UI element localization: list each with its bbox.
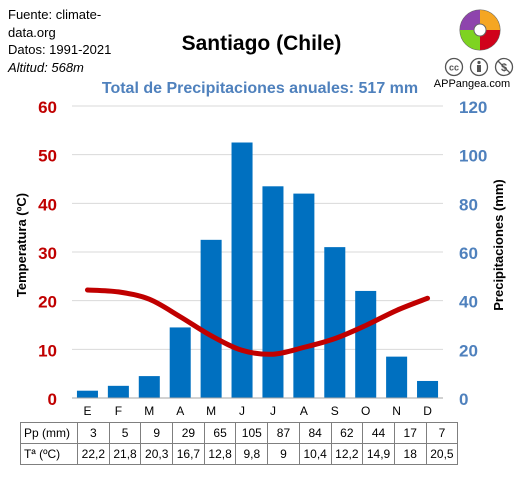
- month-label: A: [176, 404, 184, 418]
- precip-bar: [324, 247, 346, 398]
- table-cell: 17: [393, 422, 427, 444]
- left-tick-label: 10: [38, 341, 57, 360]
- table-cell: 18: [393, 443, 427, 465]
- left-axis-label: Temperatura (ºC): [14, 193, 29, 297]
- table-cell: 87: [267, 422, 300, 444]
- right-tick-label: 80: [459, 195, 478, 214]
- table-cell: 44: [362, 422, 395, 444]
- month-label: J: [270, 404, 276, 418]
- table-row: Tª (ºC) 22,2 21,8 20,3 16,7 12,8 9,8 9 10,4 12,2…: [20, 443, 459, 465]
- table-cell: 14,9: [362, 443, 395, 465]
- table-row: Pp (mm) 3 5 9 29 65 105 87 84 62 44 17 7: [20, 422, 459, 444]
- left-tick-label: 60: [38, 98, 57, 117]
- table-cell: 3: [77, 422, 110, 444]
- table-cell: 105: [235, 422, 269, 444]
- table-cell: 65: [203, 422, 237, 444]
- chart-subtitle: Total de Precipitaciones anuales: 517 mm: [101, 80, 419, 97]
- precip-bar: [293, 193, 315, 398]
- altitude: Altitud: 568m: [8, 59, 84, 75]
- brand-site: APPangea.com: [433, 78, 511, 90]
- cc-icon: cc: [444, 57, 464, 77]
- precip-bar: [107, 385, 129, 398]
- precip-bar: [386, 356, 408, 398]
- month-label: N: [392, 404, 401, 418]
- left-axis-ticks: 0 10 20 30 40 50 60: [38, 98, 57, 409]
- table-cell: 12,8: [203, 443, 237, 465]
- left-tick-label: 30: [38, 244, 57, 263]
- puzzle-globe-icon: [459, 9, 501, 51]
- data-period: Datos: 1991-2021: [8, 42, 112, 57]
- table-cell: 20,5: [425, 443, 459, 465]
- month-label: M: [144, 404, 154, 418]
- right-tick-label: 40: [459, 293, 478, 312]
- table-cell: 9,8: [235, 443, 269, 465]
- month-label: O: [361, 404, 370, 418]
- precip-bar: [76, 390, 98, 398]
- month-label: A: [300, 404, 308, 418]
- license-badges: cc $: [444, 57, 514, 77]
- attribution-icon: [469, 57, 489, 77]
- table-cell: 21,8: [108, 443, 142, 465]
- precip-bar: [138, 376, 160, 398]
- month-label: D: [423, 404, 432, 418]
- table-cell: 9: [267, 443, 300, 465]
- source-line: Fuente: climate-data.org: [8, 7, 102, 40]
- right-tick-label: 100: [459, 147, 487, 166]
- table-cell: 62: [330, 422, 364, 444]
- table-cell: 12,2: [330, 443, 364, 465]
- table-cell: 84: [298, 422, 332, 444]
- precip-bar: [200, 239, 222, 398]
- right-axis-label: Precipitaciones (mm): [491, 179, 506, 311]
- temperature-line: [84, 287, 431, 357]
- right-tick-label: 0: [459, 390, 468, 409]
- svg-text:cc: cc: [449, 63, 459, 73]
- right-tick-label: 20: [459, 341, 478, 360]
- precip-bar: [417, 380, 439, 398]
- month-label: M: [206, 404, 216, 418]
- month-label: F: [115, 404, 122, 418]
- month-label: S: [331, 404, 339, 418]
- precip-bar: [355, 290, 377, 398]
- month-label: J: [239, 404, 245, 418]
- table-cell: 22,2: [77, 443, 110, 465]
- precip-bar: [169, 327, 191, 398]
- chart-title: Santiago (Chile): [181, 32, 342, 55]
- table-cell: 20,3: [140, 443, 174, 465]
- table-cell: 10,4: [298, 443, 332, 465]
- precipitation-bars: [76, 142, 439, 398]
- table-cell: 7: [425, 422, 459, 444]
- precip-bar: [231, 142, 253, 398]
- month-label: E: [83, 404, 91, 418]
- right-axis-ticks: 0 20 40 60 80 100 120: [459, 98, 487, 409]
- svg-text:$: $: [501, 62, 507, 74]
- left-tick-label: 50: [38, 147, 57, 166]
- noncommercial-icon: $: [494, 57, 514, 77]
- table-cell: 5: [108, 422, 142, 444]
- precip-bar: [262, 186, 284, 398]
- left-tick-label: 20: [38, 293, 57, 312]
- left-tick-label: 40: [38, 195, 57, 214]
- right-tick-label: 60: [459, 244, 478, 263]
- right-tick-label: 120: [459, 98, 487, 117]
- table-cell: 9: [140, 422, 174, 444]
- row-header: Pp (mm): [20, 422, 78, 444]
- table-cell: 29: [172, 422, 205, 444]
- source-info: Fuente: climate-data.org Datos: 1991-202…: [8, 6, 128, 76]
- table-cell: 16,7: [172, 443, 205, 465]
- data-table: Pp (mm) 3 5 9 29 65 105 87 84 62 44 17 7 Tª (ºC) 22…: [20, 422, 459, 465]
- left-tick-label: 0: [48, 390, 57, 409]
- row-header: Tª (ºC): [20, 443, 78, 465]
